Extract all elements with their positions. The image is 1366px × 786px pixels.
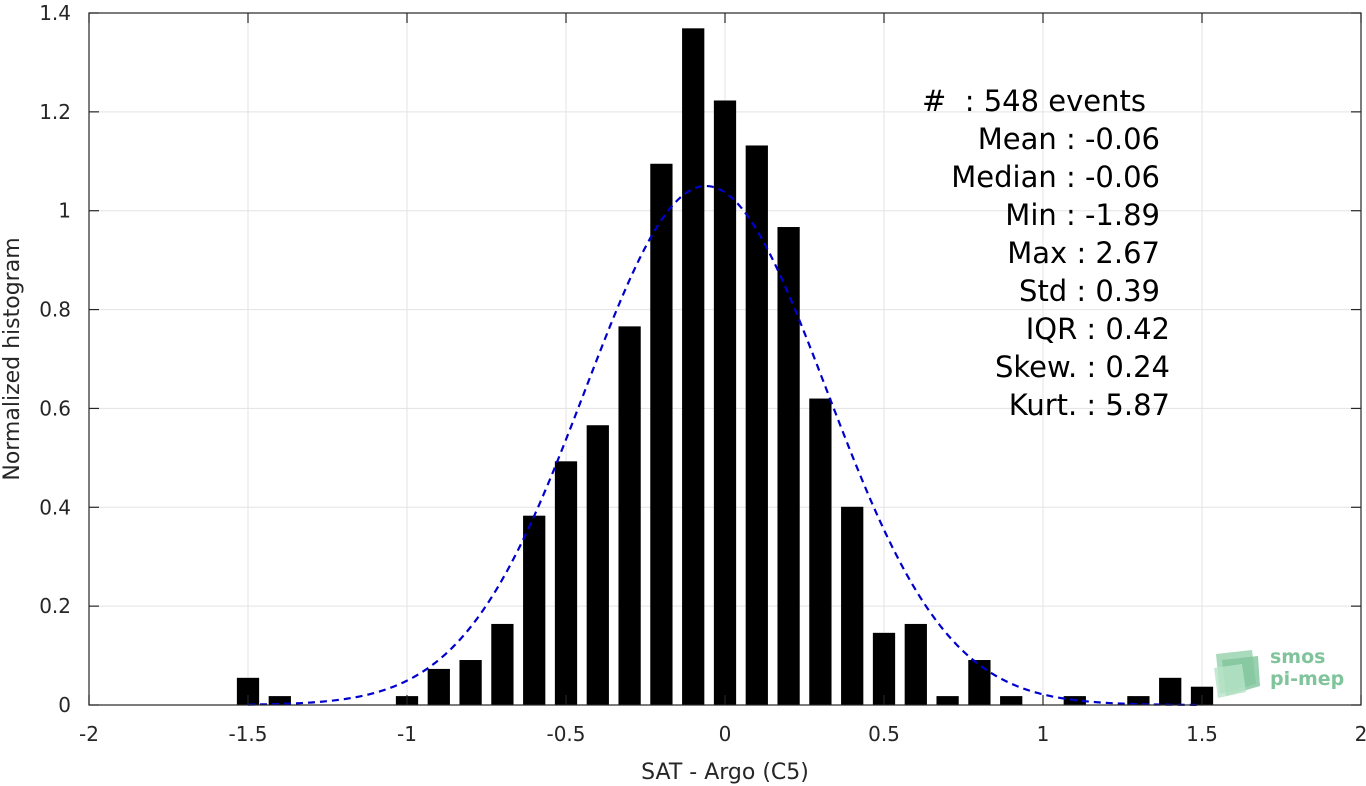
stat-min: Min : -1.89	[1005, 198, 1160, 232]
x-tick-label: -1	[397, 722, 417, 746]
histogram-bar	[523, 515, 546, 705]
histogram-bar	[1000, 696, 1023, 705]
histogram-bar	[841, 506, 864, 705]
histogram-bar	[713, 100, 737, 705]
histogram-bar	[872, 632, 896, 705]
smos-pimep-logo: smos pi-mep	[1212, 644, 1352, 700]
y-axis-ticks: 0 0.2 0.4 0.6 0.8 1 1.2 1.4	[39, 1, 1361, 717]
stat-iqr: IQR : 0.42	[1025, 312, 1170, 346]
x-tick-label: 0	[719, 722, 732, 746]
histogram-bar	[459, 660, 482, 705]
stat-mean: Mean : -0.06	[977, 122, 1160, 156]
y-tick-label: 0	[58, 693, 71, 717]
histogram-bar	[586, 425, 609, 705]
stat-median: Median : -0.06	[951, 160, 1160, 194]
x-tick-label: -1.5	[228, 722, 267, 746]
y-tick-label: 0.4	[39, 495, 71, 519]
logo-text: smos pi-mep	[1270, 646, 1344, 690]
histogram-bar	[618, 326, 641, 705]
histogram-bar	[904, 623, 927, 705]
logo-mark-icon	[1214, 650, 1260, 698]
histogram-bar	[427, 668, 450, 705]
histogram-bar	[936, 696, 959, 705]
stat-kurt: Kurt. : 5.87	[1008, 388, 1170, 422]
x-axis-ticks: -2 -1.5 -1 -0.5 0 0.5 1 1.5 2	[79, 13, 1366, 746]
stat-std: Std : 0.39	[1019, 274, 1160, 308]
histogram-bar	[650, 163, 673, 705]
y-tick-label: 0.6	[39, 396, 71, 420]
histogram-bar	[777, 227, 800, 706]
histogram-bar	[745, 145, 768, 705]
x-tick-label: 1	[1037, 722, 1050, 746]
x-tick-label: 1.5	[1186, 722, 1218, 746]
histogram-bar	[968, 660, 991, 705]
histogram-bar	[682, 28, 705, 705]
y-tick-label: 1.4	[39, 1, 71, 25]
stat-events: # : 548 events	[922, 84, 1146, 118]
x-axis-label: SAT - Argo (C5)	[641, 760, 809, 785]
stat-max: Max : 2.67	[1007, 236, 1160, 270]
x-tick-label: -2	[79, 722, 99, 746]
histogram-bar	[554, 461, 578, 705]
y-tick-label: 1.2	[39, 100, 71, 124]
stat-skew: Skew. : 0.24	[994, 350, 1170, 384]
histogram-bar	[1159, 677, 1182, 705]
x-tick-label: 2	[1355, 722, 1366, 746]
x-tick-label: 0.5	[868, 722, 900, 746]
y-tick-label: 0.8	[39, 298, 71, 322]
logo-line-1: smos	[1270, 646, 1326, 668]
logo-line-2: pi-mep	[1270, 668, 1345, 690]
histogram-bar	[236, 677, 260, 705]
y-tick-label: 1	[58, 199, 71, 223]
histogram-bar	[491, 623, 514, 705]
gaussian-fit-curve	[247, 184, 1203, 706]
x-tick-label: -0.5	[546, 722, 585, 746]
histogram-bar	[1127, 696, 1150, 705]
y-axis-label: Normalized histogram	[0, 237, 25, 480]
histogram-bar	[809, 398, 832, 705]
statistics-panel: # : 548 events Mean : -0.06 Median : -0.…	[900, 82, 1170, 424]
histogram-bar	[268, 696, 291, 705]
y-tick-label: 0.2	[39, 594, 71, 618]
bars	[236, 28, 1214, 706]
